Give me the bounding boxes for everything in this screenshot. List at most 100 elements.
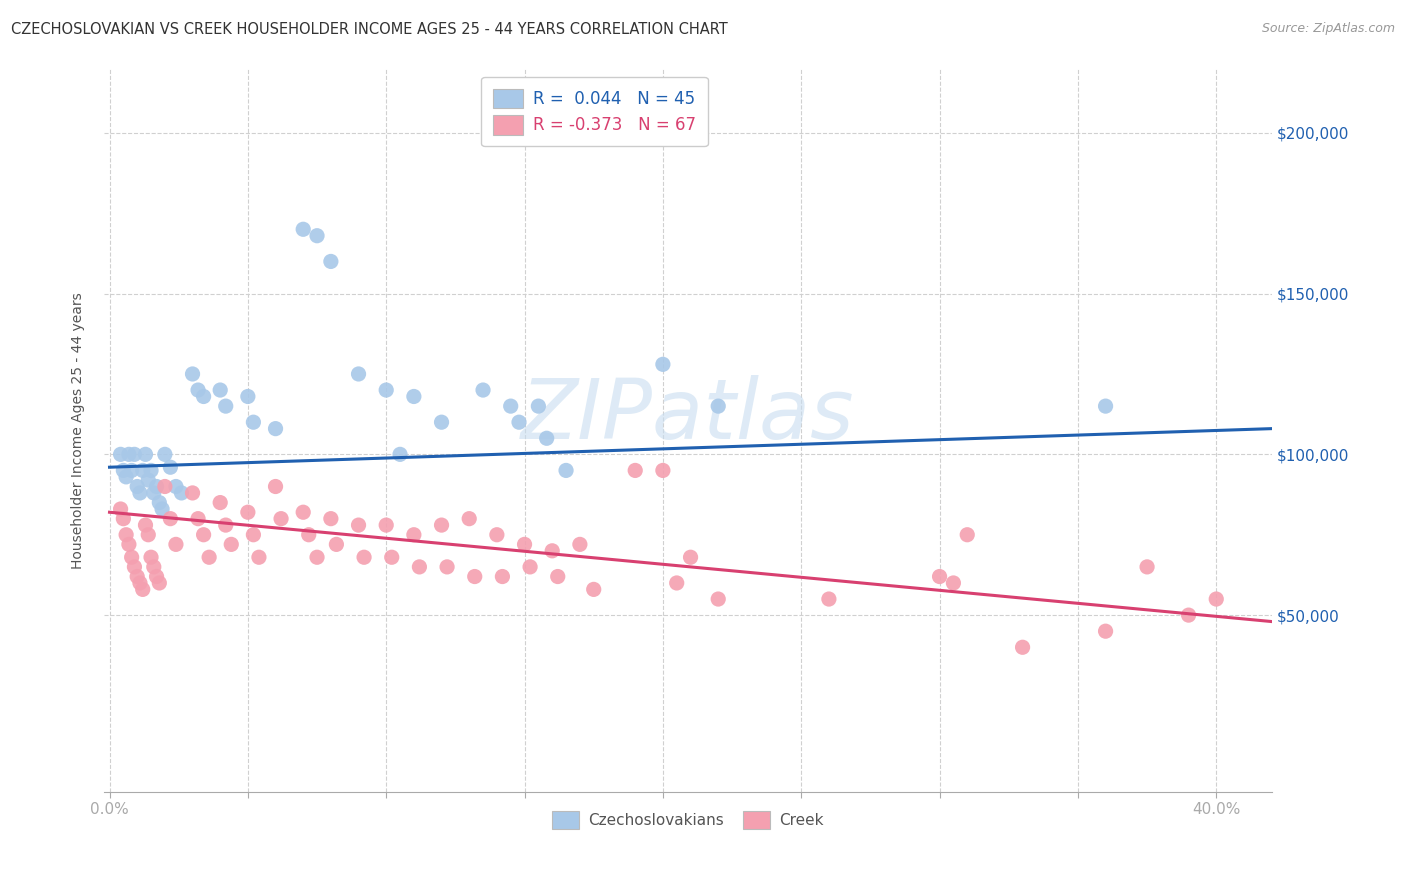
Point	[159, 460, 181, 475]
Point	[519, 560, 541, 574]
Point	[298, 527, 321, 541]
Point	[402, 389, 425, 403]
Point	[136, 527, 159, 541]
Point	[430, 518, 453, 533]
Point	[527, 399, 550, 413]
Point	[236, 505, 259, 519]
Point	[353, 550, 375, 565]
Point	[305, 228, 328, 243]
Point	[134, 447, 156, 461]
Point	[110, 502, 132, 516]
Point	[181, 486, 204, 500]
Point	[236, 389, 259, 403]
Point	[215, 518, 238, 533]
Point	[124, 447, 146, 461]
Point	[402, 527, 425, 541]
Point	[818, 592, 841, 607]
Point	[568, 537, 591, 551]
Point	[139, 463, 162, 477]
Y-axis label: Householder Income Ages 25 - 44 years: Householder Income Ages 25 - 44 years	[72, 292, 86, 568]
Point	[112, 463, 135, 477]
Point	[159, 511, 181, 525]
Point	[1205, 592, 1227, 607]
Point	[305, 550, 328, 565]
Point	[1136, 560, 1159, 574]
Point	[134, 518, 156, 533]
Point	[264, 479, 287, 493]
Point	[112, 511, 135, 525]
Point	[582, 582, 605, 597]
Point	[129, 576, 152, 591]
Point	[665, 576, 688, 591]
Point	[458, 511, 481, 525]
Point	[127, 479, 149, 493]
Point	[121, 550, 143, 565]
Point	[624, 463, 647, 477]
Point	[209, 495, 232, 509]
Point	[219, 537, 242, 551]
Point	[136, 473, 159, 487]
Point	[347, 518, 370, 533]
Point	[491, 569, 513, 583]
Point	[215, 399, 238, 413]
Point	[165, 479, 187, 493]
Point	[209, 383, 232, 397]
Point	[270, 511, 292, 525]
Point	[1011, 640, 1033, 655]
Point	[536, 431, 558, 445]
Point	[153, 447, 176, 461]
Point	[121, 463, 143, 477]
Point	[181, 367, 204, 381]
Text: ZIPatlas: ZIPatlas	[522, 376, 855, 457]
Point	[187, 383, 209, 397]
Point	[148, 576, 170, 591]
Point	[129, 486, 152, 500]
Point	[508, 415, 530, 429]
Point	[389, 447, 412, 461]
Point	[928, 569, 950, 583]
Point	[170, 486, 193, 500]
Point	[142, 560, 165, 574]
Point	[247, 550, 270, 565]
Point	[142, 486, 165, 500]
Point	[115, 470, 138, 484]
Point	[408, 560, 430, 574]
Point	[139, 550, 162, 565]
Point	[292, 505, 315, 519]
Point	[375, 518, 398, 533]
Point	[485, 527, 508, 541]
Point	[707, 592, 730, 607]
Point	[148, 495, 170, 509]
Point	[132, 463, 155, 477]
Point	[242, 527, 264, 541]
Point	[292, 222, 315, 236]
Point	[1094, 624, 1116, 639]
Point	[472, 383, 495, 397]
Point	[145, 479, 167, 493]
Point	[264, 422, 287, 436]
Point	[193, 527, 215, 541]
Point	[499, 399, 522, 413]
Point	[555, 463, 578, 477]
Point	[153, 479, 176, 493]
Point	[124, 560, 146, 574]
Point	[132, 582, 155, 597]
Point	[145, 569, 167, 583]
Point	[319, 511, 342, 525]
Point	[110, 447, 132, 461]
Point	[198, 550, 221, 565]
Point	[150, 502, 173, 516]
Point	[651, 357, 673, 371]
Point	[325, 537, 347, 551]
Point	[651, 463, 673, 477]
Point	[319, 254, 342, 268]
Point	[187, 511, 209, 525]
Point	[375, 383, 398, 397]
Point	[381, 550, 404, 565]
Point	[942, 576, 965, 591]
Point	[541, 544, 564, 558]
Point	[464, 569, 486, 583]
Point	[513, 537, 536, 551]
Point	[193, 389, 215, 403]
Point	[165, 537, 187, 551]
